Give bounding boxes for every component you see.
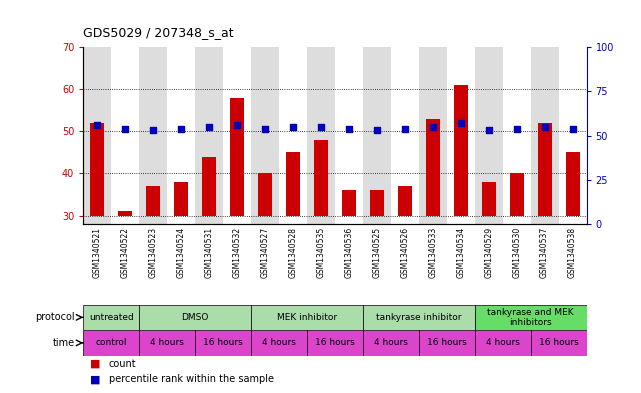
Bar bbox=[538, 123, 551, 216]
Point bbox=[344, 125, 354, 132]
Bar bbox=[335, 47, 363, 224]
Text: protocol: protocol bbox=[35, 312, 75, 322]
Bar bbox=[363, 305, 475, 330]
Point bbox=[512, 125, 522, 132]
Text: DMSO: DMSO bbox=[181, 313, 209, 322]
Bar bbox=[258, 173, 272, 216]
Bar bbox=[391, 47, 419, 224]
Bar bbox=[286, 152, 300, 216]
Text: GDS5029 / 207348_s_at: GDS5029 / 207348_s_at bbox=[83, 26, 234, 39]
Bar bbox=[363, 47, 391, 224]
Bar bbox=[363, 330, 419, 356]
Bar bbox=[174, 182, 188, 216]
Bar bbox=[167, 47, 195, 224]
Bar bbox=[314, 140, 328, 216]
Bar bbox=[475, 330, 531, 356]
Text: 16 hours: 16 hours bbox=[203, 338, 243, 347]
Point bbox=[456, 120, 466, 127]
Text: 4 hours: 4 hours bbox=[262, 338, 296, 347]
Bar bbox=[419, 330, 475, 356]
Bar bbox=[230, 98, 244, 216]
Text: percentile rank within the sample: percentile rank within the sample bbox=[109, 374, 274, 384]
Text: tankyrase inhibitor: tankyrase inhibitor bbox=[376, 313, 462, 322]
Bar bbox=[503, 47, 531, 224]
Bar bbox=[531, 47, 558, 224]
Point bbox=[316, 123, 326, 130]
Point bbox=[428, 123, 438, 130]
Bar bbox=[83, 330, 139, 356]
Text: 16 hours: 16 hours bbox=[315, 338, 355, 347]
Point bbox=[148, 127, 158, 133]
Bar bbox=[510, 173, 524, 216]
Bar bbox=[426, 119, 440, 216]
Point bbox=[400, 125, 410, 132]
Point bbox=[232, 122, 242, 128]
Text: count: count bbox=[109, 358, 137, 369]
Text: ■: ■ bbox=[90, 358, 100, 369]
Bar bbox=[202, 157, 216, 216]
Point bbox=[372, 127, 382, 133]
Point bbox=[120, 125, 130, 132]
Point bbox=[567, 125, 578, 132]
Bar bbox=[370, 190, 384, 216]
Text: control: control bbox=[96, 338, 127, 347]
Bar bbox=[83, 47, 112, 224]
Text: time: time bbox=[53, 338, 75, 348]
Point bbox=[540, 123, 550, 130]
Bar bbox=[195, 47, 223, 224]
Bar bbox=[195, 330, 251, 356]
Bar bbox=[139, 330, 195, 356]
Text: 4 hours: 4 hours bbox=[486, 338, 520, 347]
Text: MEK inhibitor: MEK inhibitor bbox=[277, 313, 337, 322]
Text: 4 hours: 4 hours bbox=[150, 338, 184, 347]
Bar bbox=[454, 85, 468, 216]
Bar bbox=[139, 47, 167, 224]
Bar bbox=[90, 123, 104, 216]
Text: 16 hours: 16 hours bbox=[538, 338, 578, 347]
Bar bbox=[251, 330, 307, 356]
Bar bbox=[558, 47, 587, 224]
Bar bbox=[112, 47, 139, 224]
Bar bbox=[251, 305, 363, 330]
Bar bbox=[342, 190, 356, 216]
Point bbox=[260, 125, 270, 132]
Bar bbox=[251, 47, 279, 224]
Bar bbox=[139, 305, 251, 330]
Bar bbox=[398, 186, 412, 216]
Bar bbox=[565, 152, 579, 216]
Bar bbox=[146, 186, 160, 216]
Bar bbox=[447, 47, 475, 224]
Text: 4 hours: 4 hours bbox=[374, 338, 408, 347]
Bar bbox=[307, 330, 363, 356]
Point bbox=[483, 127, 494, 133]
Bar bbox=[475, 47, 503, 224]
Point bbox=[288, 123, 298, 130]
Bar bbox=[83, 305, 139, 330]
Bar bbox=[119, 211, 132, 216]
Bar bbox=[475, 305, 587, 330]
Bar bbox=[419, 47, 447, 224]
Text: ■: ■ bbox=[90, 374, 100, 384]
Text: tankyrase and MEK
inhibitors: tankyrase and MEK inhibitors bbox=[487, 308, 574, 327]
Bar bbox=[307, 47, 335, 224]
Text: 16 hours: 16 hours bbox=[427, 338, 467, 347]
Bar bbox=[481, 182, 495, 216]
Bar bbox=[531, 330, 587, 356]
Bar bbox=[279, 47, 307, 224]
Bar bbox=[223, 47, 251, 224]
Point bbox=[92, 122, 103, 128]
Text: untreated: untreated bbox=[89, 313, 134, 322]
Point bbox=[176, 125, 187, 132]
Point bbox=[204, 123, 214, 130]
